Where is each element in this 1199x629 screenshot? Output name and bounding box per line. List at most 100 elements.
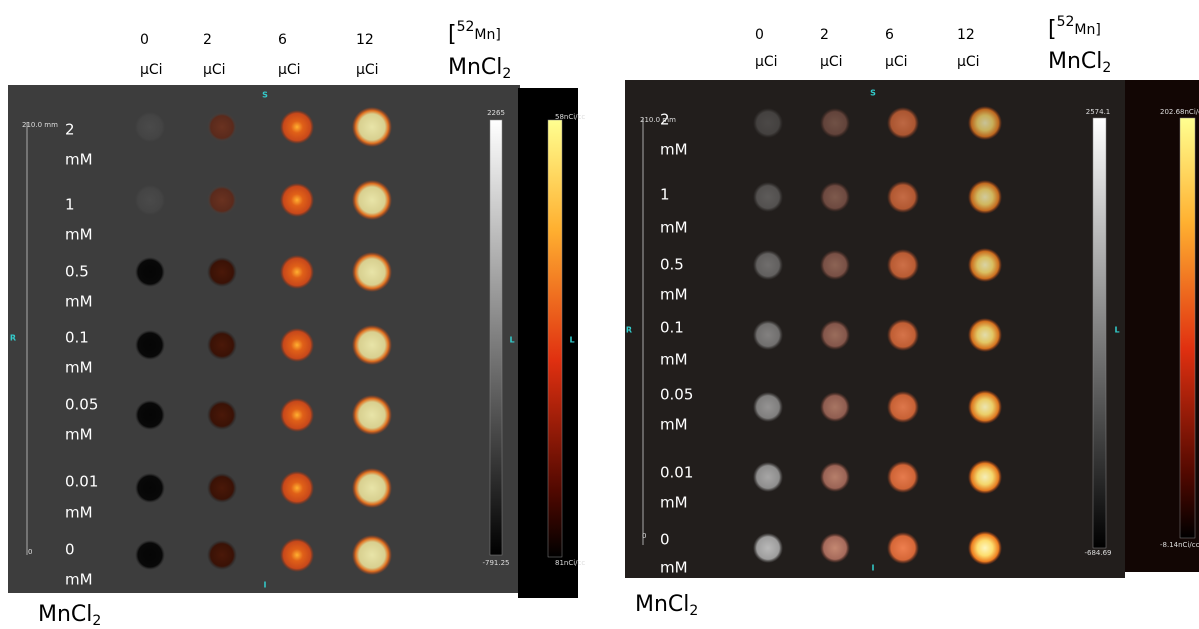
row-unit: mM	[65, 151, 93, 169]
phantom-well	[887, 461, 919, 493]
row-unit: mM	[65, 504, 93, 522]
color-max: 58nCi/cc	[555, 113, 585, 121]
legend-compound-part: 2	[502, 66, 511, 82]
phantom-well	[280, 110, 314, 144]
row-value: 0.1	[660, 319, 684, 337]
phantom-well	[352, 252, 392, 292]
row-unit: mM	[660, 559, 688, 577]
orientation-top: S	[262, 91, 268, 100]
figure: 0 µCi 2 µCi 6 µCi 12 µCi 2 mM 1 mM 0.5 mM 0.1 mM 0.05 mM 0…	[0, 0, 1199, 629]
phantom-well	[968, 460, 1002, 494]
phantom-well	[820, 392, 850, 422]
row-unit: mM	[660, 286, 688, 304]
row-value: 2	[65, 121, 75, 139]
phantom-well	[207, 185, 237, 215]
phantom-well	[887, 181, 919, 213]
phantom-well	[820, 462, 850, 492]
phantom-well	[352, 395, 392, 435]
phantom-well	[968, 390, 1002, 424]
phantom-well	[753, 108, 783, 138]
gray-min: -791.25	[482, 559, 509, 567]
phantom-well	[753, 392, 783, 422]
phantom-well	[887, 532, 919, 564]
gray-max: 2574.1	[1086, 108, 1111, 116]
phantom-well	[135, 112, 165, 142]
legend-compound-part: MnCl	[1048, 49, 1102, 74]
color-min: -8.14nCi/cc	[1160, 541, 1199, 549]
column-value: 2	[203, 32, 212, 48]
legend-isotope-part: Mn]	[474, 27, 500, 43]
phantom-well	[207, 473, 237, 503]
phantom-well	[887, 107, 919, 139]
row-unit: mM	[65, 293, 93, 311]
x-label: MnCl2	[38, 602, 101, 629]
hot-bar	[548, 120, 562, 557]
phantom-well	[135, 400, 165, 430]
x-label-part: MnCl	[38, 602, 92, 627]
phantom-well	[820, 533, 850, 563]
phantom-well	[280, 538, 314, 572]
column-unit: µCi	[755, 54, 778, 70]
phantom-well	[135, 473, 165, 503]
legend-isotope: [52Mn]	[1048, 14, 1101, 42]
phantom-well	[207, 540, 237, 570]
color-max: 202.68nCi/cc	[1160, 108, 1199, 116]
row-unit: mM	[660, 219, 688, 237]
row-value: 1	[660, 186, 670, 204]
row-value: 0.01	[660, 464, 693, 482]
phantom-well	[207, 330, 237, 360]
phantom-well	[207, 112, 237, 142]
column-unit: µCi	[140, 62, 163, 78]
gray-max: 2265	[487, 109, 505, 117]
column-value: 0	[755, 27, 764, 43]
legend-isotope: [52Mn]	[448, 19, 501, 47]
phantom-well	[968, 248, 1002, 282]
column-value: 6	[885, 27, 894, 43]
phantom-well	[352, 180, 392, 220]
phantom-well	[887, 319, 919, 351]
phantom-well	[753, 533, 783, 563]
legend-isotope-part: 52	[457, 19, 475, 35]
phantom-well	[280, 471, 314, 505]
phantom-well	[753, 182, 783, 212]
phantom-well	[968, 531, 1002, 565]
row-value: 0.01	[65, 473, 98, 491]
column-unit: µCi	[278, 62, 301, 78]
hot-bar	[1180, 118, 1195, 538]
row-unit: mM	[660, 141, 688, 159]
row-value: 0.5	[65, 263, 89, 281]
phantom-well	[280, 398, 314, 432]
orientation-left: R	[10, 334, 16, 343]
image-right	[625, 80, 1125, 578]
phantom-well	[135, 257, 165, 287]
phantom-well	[352, 107, 392, 147]
row-value: 0.05	[660, 386, 693, 404]
gray-bar	[490, 120, 502, 555]
x-label-part: MnCl	[635, 592, 689, 617]
column-value: 12	[356, 32, 374, 48]
phantom-well	[280, 328, 314, 362]
column-value: 0	[140, 32, 149, 48]
column-unit: µCi	[957, 54, 980, 70]
ruler-top: 210.0 mm	[22, 121, 58, 129]
column-value: 2	[820, 27, 829, 43]
phantom-well	[887, 391, 919, 423]
row-value: 0.1	[65, 329, 89, 347]
row-value: 0.5	[660, 256, 684, 274]
row-unit: mM	[660, 494, 688, 512]
orientation-top: S	[870, 89, 876, 98]
orientation-bottom: I	[264, 581, 267, 590]
orientation-right: L	[1114, 326, 1119, 335]
x-label-part: 2	[92, 613, 101, 629]
row-unit: mM	[660, 351, 688, 369]
legend-isotope-part: 52	[1057, 14, 1075, 30]
column-unit: µCi	[885, 54, 908, 70]
column-unit: µCi	[203, 62, 226, 78]
row-value: 0	[65, 541, 75, 559]
column-value: 6	[278, 32, 287, 48]
phantom-well	[135, 185, 165, 215]
column-unit: µCi	[820, 54, 843, 70]
phantom-well	[820, 250, 850, 280]
phantom-well	[887, 249, 919, 281]
phantom-well	[207, 400, 237, 430]
